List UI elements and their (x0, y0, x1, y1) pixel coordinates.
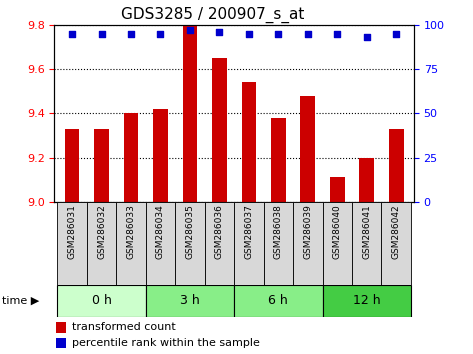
Text: GSM286041: GSM286041 (362, 204, 371, 259)
Point (304, 31, 312, 36)
Bar (57, 202, 87, 285)
Bar (205, 202, 234, 285)
Point (127, 31, 135, 36)
Text: GSM286042: GSM286042 (392, 204, 401, 259)
Bar (183, 25, 197, 202)
Text: 0 h: 0 h (92, 295, 112, 307)
Text: 3 h: 3 h (180, 295, 200, 307)
Bar (65, 129, 79, 202)
Bar (212, 58, 227, 202)
Text: transformed count: transformed count (72, 322, 176, 332)
Bar (234, 202, 263, 285)
Text: GSM286035: GSM286035 (185, 204, 194, 259)
Bar (263, 202, 293, 285)
Point (333, 31, 341, 36)
Bar (146, 202, 175, 285)
Text: GSM286037: GSM286037 (245, 204, 254, 259)
Text: GSM286036: GSM286036 (215, 204, 224, 259)
Text: 6 h: 6 h (269, 295, 288, 307)
Bar (87, 202, 116, 285)
Bar (359, 158, 374, 202)
Point (363, 34, 370, 40)
Text: time ▶: time ▶ (2, 296, 40, 306)
Text: GSM286033: GSM286033 (126, 204, 135, 259)
Text: GSM286031: GSM286031 (68, 204, 77, 259)
Bar (175, 202, 205, 285)
Text: GSM286040: GSM286040 (333, 204, 342, 259)
Point (157, 31, 164, 36)
Bar (293, 202, 323, 285)
Bar (56, 338, 66, 348)
Text: GSM286034: GSM286034 (156, 204, 165, 259)
Text: percentile rank within the sample: percentile rank within the sample (72, 338, 260, 348)
Bar (352, 202, 381, 285)
Bar (146, 285, 234, 317)
Bar (389, 129, 403, 202)
Text: GSM286038: GSM286038 (274, 204, 283, 259)
Text: 12 h: 12 h (353, 295, 381, 307)
Point (274, 31, 282, 36)
Title: GDS3285 / 200907_s_at: GDS3285 / 200907_s_at (121, 7, 304, 23)
Bar (57, 285, 146, 317)
Bar (56, 322, 66, 333)
Point (186, 27, 194, 33)
Bar (330, 177, 345, 202)
Point (98, 31, 105, 36)
Point (216, 29, 223, 35)
Point (68, 31, 76, 36)
Text: GSM286039: GSM286039 (303, 204, 312, 259)
Point (245, 31, 253, 36)
Bar (234, 285, 323, 317)
Bar (242, 82, 256, 202)
Bar (153, 109, 168, 202)
Bar (381, 202, 411, 285)
Bar (116, 202, 146, 285)
Point (393, 31, 400, 36)
Bar (271, 118, 286, 202)
Bar (323, 285, 411, 317)
Text: GSM286032: GSM286032 (97, 204, 106, 259)
Bar (94, 129, 109, 202)
Bar (323, 202, 352, 285)
Bar (123, 113, 139, 202)
Bar (300, 96, 315, 202)
